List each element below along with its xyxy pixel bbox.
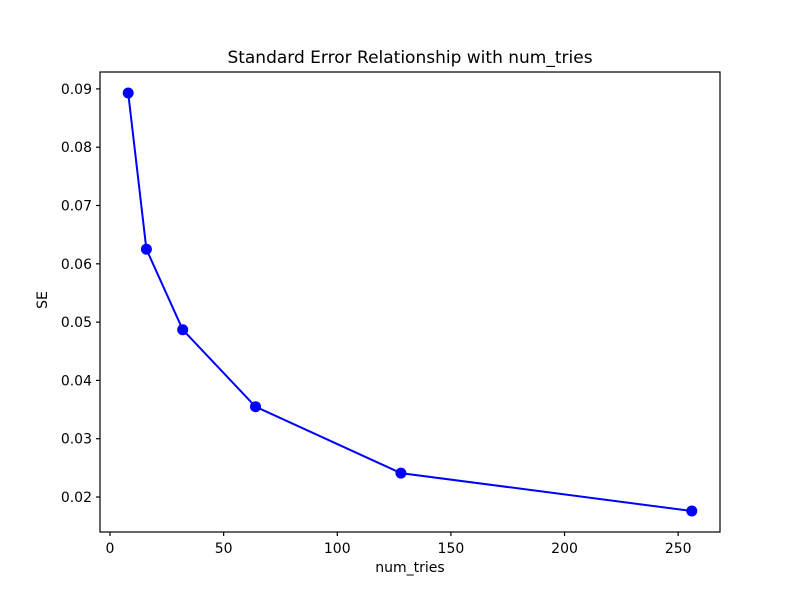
x-tick-label: 250 bbox=[665, 541, 692, 557]
y-tick-label: 0.05 bbox=[61, 315, 92, 331]
data-point bbox=[686, 505, 698, 517]
chart-title: Standard Error Relationship with num_tri… bbox=[227, 48, 592, 68]
x-tick-label: 100 bbox=[324, 541, 351, 557]
data-point bbox=[395, 467, 407, 479]
plot-frame bbox=[99, 71, 721, 533]
x-tick-label: 150 bbox=[438, 541, 465, 557]
x-tick-label: 0 bbox=[106, 541, 115, 557]
y-tick-label: 0.04 bbox=[61, 373, 92, 389]
x-tick-label: 50 bbox=[215, 541, 233, 557]
series-line bbox=[127, 92, 692, 512]
y-tick-label: 0.08 bbox=[61, 140, 92, 156]
y-axis: 0.02 0.03 0.04 0.05 0.06 0.07 0.08 0.09 bbox=[61, 82, 100, 506]
x-axis-label: num_tries bbox=[375, 560, 444, 576]
x-axis: 0 50 100 150 200 250 bbox=[106, 532, 692, 557]
y-tick-label: 0.07 bbox=[61, 199, 92, 215]
y-tick-label: 0.03 bbox=[61, 432, 92, 448]
x-tick-label: 200 bbox=[551, 541, 578, 557]
data-point bbox=[140, 243, 152, 255]
y-tick-label: 0.02 bbox=[61, 490, 92, 506]
y-axis-label: SE bbox=[35, 291, 51, 309]
y-tick-label: 0.09 bbox=[61, 82, 92, 98]
y-tick-label: 0.06 bbox=[61, 257, 92, 273]
data-point bbox=[177, 324, 189, 336]
data-point bbox=[122, 87, 134, 99]
data-point bbox=[250, 401, 261, 413]
data-series bbox=[122, 87, 698, 517]
